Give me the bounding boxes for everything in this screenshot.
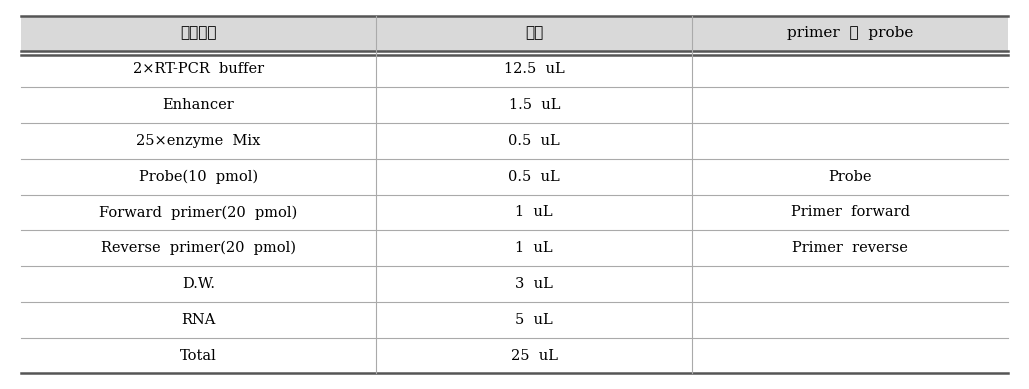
Text: 1  uL: 1 uL bbox=[516, 241, 553, 255]
Text: Probe: Probe bbox=[828, 170, 873, 184]
Text: Primer  reverse: Primer reverse bbox=[792, 241, 909, 255]
Text: 0.5  uL: 0.5 uL bbox=[508, 134, 560, 148]
Text: primer  및  probe: primer 및 probe bbox=[787, 26, 914, 40]
Bar bbox=[21, 266, 1008, 302]
Bar bbox=[21, 338, 1008, 373]
Text: RNA: RNA bbox=[181, 313, 216, 327]
Text: 12.5  uL: 12.5 uL bbox=[504, 62, 565, 76]
Text: 0.5  uL: 0.5 uL bbox=[508, 170, 560, 184]
Text: 3  uL: 3 uL bbox=[516, 277, 554, 291]
Text: Probe(10  pmol): Probe(10 pmol) bbox=[139, 170, 258, 184]
Text: Enhancer: Enhancer bbox=[163, 98, 235, 112]
Bar bbox=[21, 230, 1008, 266]
Bar bbox=[21, 123, 1008, 159]
Text: Reverse  primer(20  pmol): Reverse primer(20 pmol) bbox=[101, 241, 296, 255]
Bar bbox=[21, 87, 1008, 123]
Bar bbox=[21, 194, 1008, 230]
Text: Total: Total bbox=[180, 349, 217, 363]
Text: D.W.: D.W. bbox=[182, 277, 215, 291]
Bar bbox=[21, 51, 1008, 87]
Bar bbox=[21, 16, 1008, 51]
Text: Primer  forward: Primer forward bbox=[791, 205, 910, 219]
Text: 2×RT-PCR  buffer: 2×RT-PCR buffer bbox=[133, 62, 264, 76]
Bar bbox=[21, 302, 1008, 338]
Text: 25  uL: 25 uL bbox=[510, 349, 558, 363]
Text: 1  uL: 1 uL bbox=[516, 205, 553, 219]
Text: Forward  primer(20  pmol): Forward primer(20 pmol) bbox=[99, 205, 297, 219]
Text: 25×enzyme  Mix: 25×enzyme Mix bbox=[136, 134, 260, 148]
Text: 구성성분: 구성성분 bbox=[180, 26, 217, 40]
Text: 5  uL: 5 uL bbox=[516, 313, 554, 327]
Text: 1.5  uL: 1.5 uL bbox=[508, 98, 560, 112]
Text: 용량: 용량 bbox=[525, 26, 543, 40]
Bar bbox=[21, 159, 1008, 194]
